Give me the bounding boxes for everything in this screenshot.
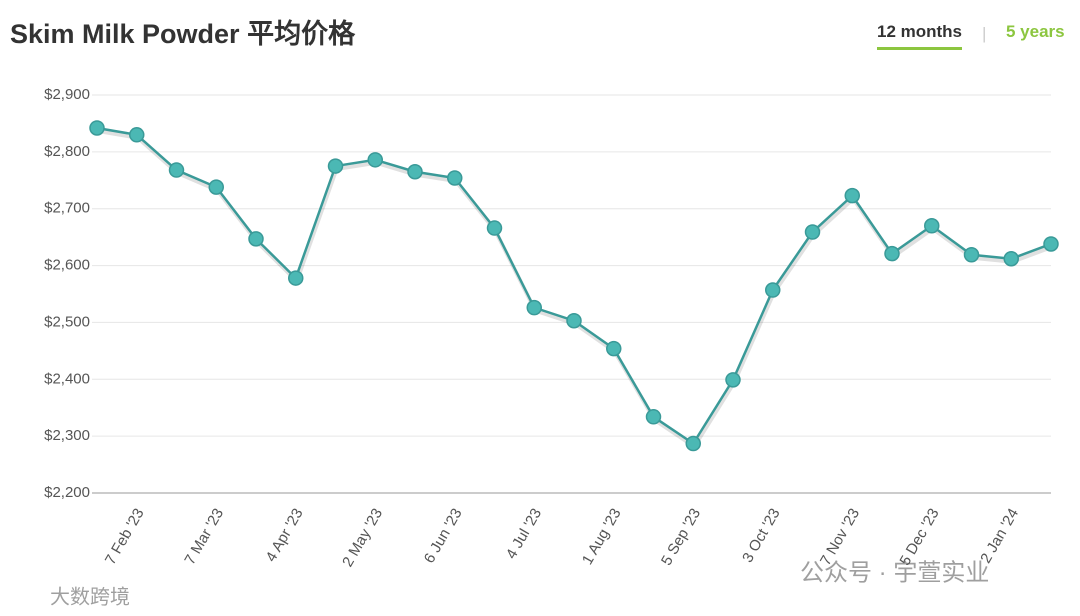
y-tick-label: $2,900	[44, 86, 90, 103]
point	[645, 409, 662, 425]
chart-title: Skim Milk Powder 平均价格	[10, 19, 356, 49]
point	[844, 187, 860, 204]
y-tick-label: $2,800	[44, 143, 90, 160]
y-tick-label: $2,200	[44, 484, 90, 501]
point	[327, 158, 344, 174]
point	[486, 220, 503, 236]
point	[367, 152, 383, 168]
x-tick-label: 2 Jan '24	[977, 505, 1022, 566]
point	[208, 179, 224, 195]
point	[248, 231, 264, 247]
point	[1043, 236, 1059, 252]
watermark: 公众号 · 宇萱实业	[800, 559, 989, 586]
x-tick-label: 1 Aug '23	[579, 505, 625, 567]
point	[725, 372, 741, 388]
x-tick-label: 4 Apr '23	[263, 505, 307, 564]
y-tick-label: $2,600	[44, 257, 90, 274]
tab-12-months[interactable]: 12 months	[877, 22, 963, 50]
point	[447, 170, 463, 186]
x-tick-label: 7 Feb '23	[102, 505, 148, 567]
x-tick-label: 7 Mar '23	[181, 505, 227, 567]
point	[288, 270, 304, 286]
x-tick-label: 6 Jun '23	[421, 505, 466, 566]
y-tick-label: $2,700	[44, 200, 90, 217]
watermark: 大数跨境	[50, 585, 130, 608]
point	[963, 247, 980, 263]
tab-5-years[interactable]: 5 years	[1006, 22, 1065, 41]
y-tick-label: $2,300	[44, 427, 90, 444]
line-shadow	[97, 129, 1053, 450]
point	[804, 224, 821, 240]
point	[526, 299, 542, 316]
y-tick-label: $2,500	[44, 313, 90, 330]
x-tick-label: 2 May '23	[339, 505, 386, 569]
point	[168, 162, 185, 178]
point	[606, 340, 622, 357]
x-tick-label: 5 Sep '23	[658, 505, 704, 568]
point	[884, 245, 900, 262]
point	[765, 282, 781, 298]
point	[407, 164, 423, 180]
x-tick-label: 3 Oct '23	[739, 505, 784, 565]
point	[129, 127, 145, 143]
point	[924, 218, 940, 234]
y-tick-label: $2,400	[44, 370, 90, 387]
point	[89, 120, 105, 136]
point	[1003, 250, 1019, 267]
point	[566, 312, 582, 329]
tab-separator: |	[982, 24, 987, 43]
x-tick-label: 4 Jul '23	[503, 505, 545, 561]
point	[685, 435, 701, 452]
line	[96, 126, 1052, 446]
